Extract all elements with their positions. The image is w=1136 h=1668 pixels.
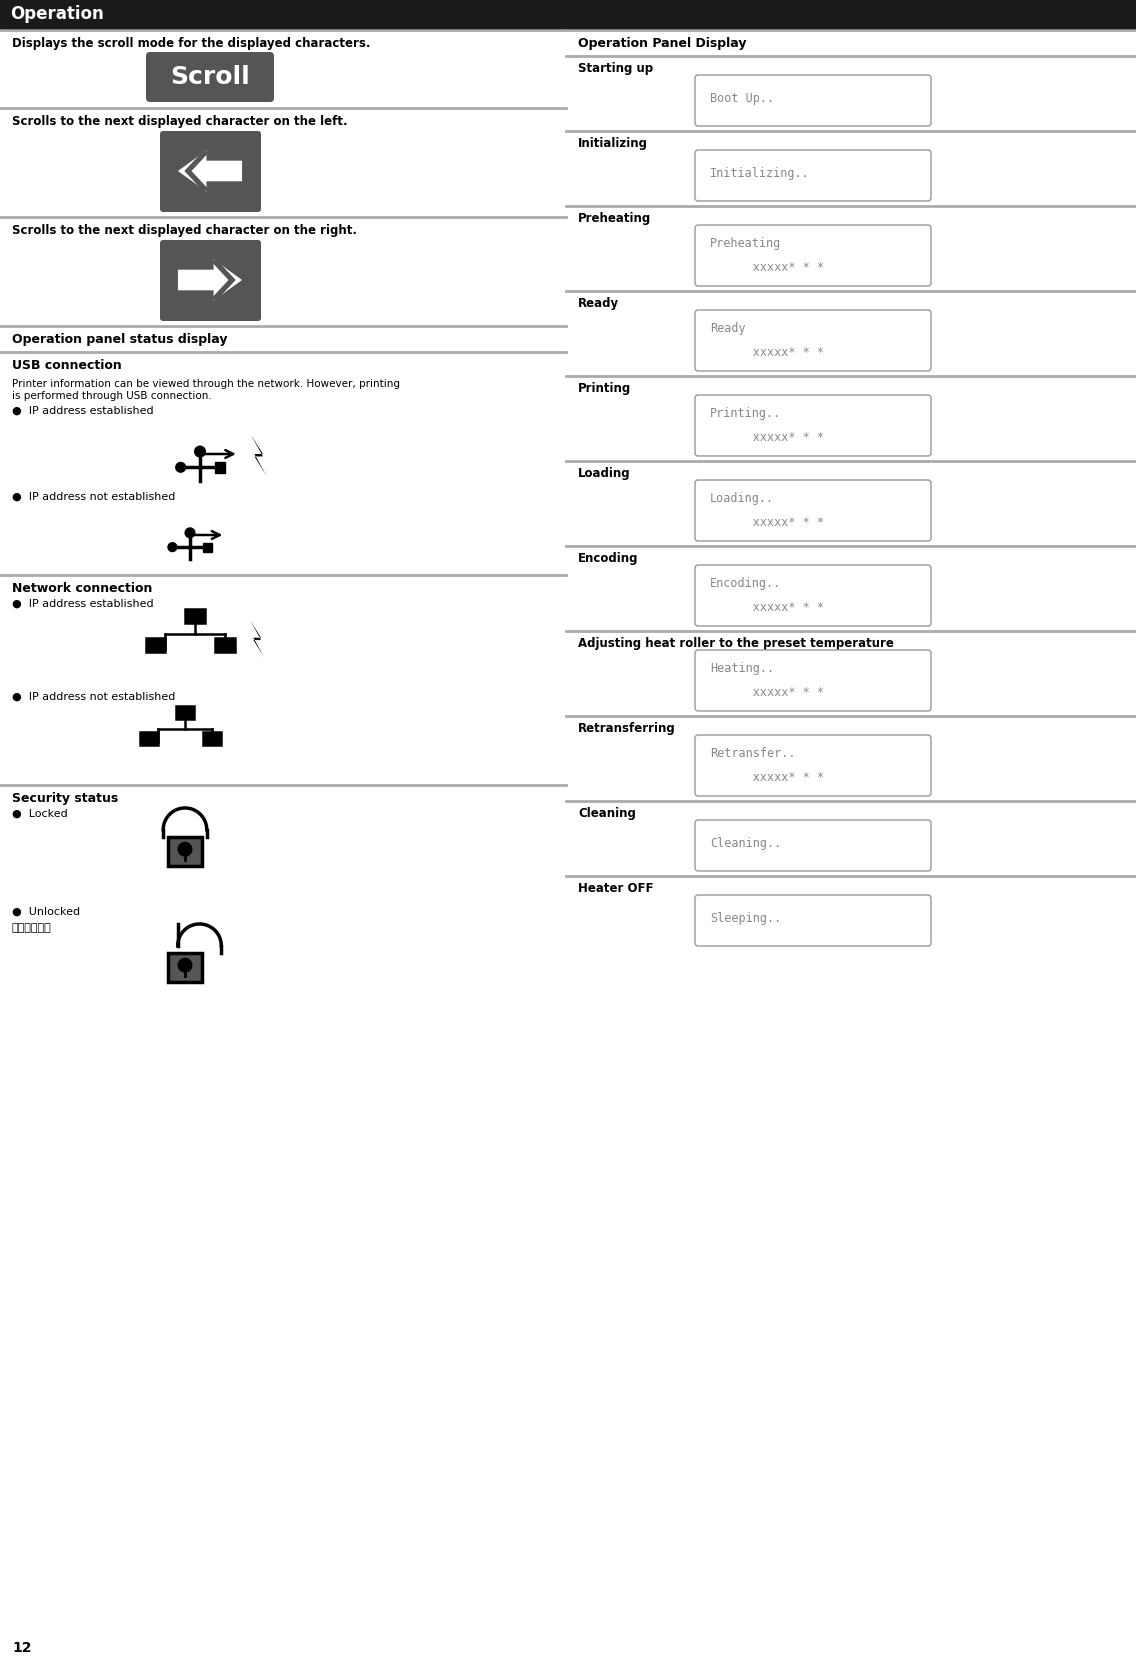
Text: ●  Locked: ● Locked: [12, 809, 68, 819]
Text: Loading..: Loading..: [710, 492, 774, 505]
Text: Displays the scroll mode for the displayed characters.: Displays the scroll mode for the display…: [12, 37, 370, 50]
FancyBboxPatch shape: [695, 395, 932, 455]
Circle shape: [194, 447, 206, 457]
Text: Ready: Ready: [710, 322, 745, 335]
Text: Printing..: Printing..: [710, 407, 782, 420]
FancyBboxPatch shape: [160, 132, 261, 212]
Text: 12: 12: [12, 1641, 32, 1655]
Bar: [168, 952, 202, 982]
FancyBboxPatch shape: [695, 75, 932, 127]
Circle shape: [178, 842, 192, 856]
Polygon shape: [210, 260, 235, 300]
Bar: [145, 637, 166, 652]
Text: Scroll: Scroll: [170, 65, 250, 88]
Text: Heating..: Heating..: [710, 662, 774, 676]
Text: Scrolls to the next displayed character on the left.: Scrolls to the next displayed character …: [12, 115, 348, 128]
Text: ●  IP address established: ● IP address established: [12, 599, 153, 609]
Text: Printing: Printing: [578, 382, 632, 395]
Text: xxxxx* * *: xxxxx* * *: [710, 600, 824, 614]
FancyBboxPatch shape: [695, 480, 932, 540]
Text: xxxxx* * *: xxxxx* * *: [710, 345, 824, 359]
Text: Printer information can be viewed through the network. However, printing
is perf: Printer information can be viewed throug…: [12, 379, 400, 400]
Text: Retransfer..: Retransfer..: [710, 747, 795, 761]
Text: USB connection: USB connection: [12, 359, 122, 372]
Text: Initializing..: Initializing..: [710, 167, 810, 180]
Text: Loading: Loading: [578, 467, 630, 480]
Text: Encoding: Encoding: [578, 552, 638, 565]
FancyBboxPatch shape: [695, 150, 932, 202]
Polygon shape: [250, 620, 265, 657]
Text: Preheating: Preheating: [710, 237, 782, 250]
Text: Cleaning..: Cleaning..: [710, 837, 782, 849]
Text: xxxxx* * *: xxxxx* * *: [710, 771, 824, 784]
Circle shape: [185, 529, 195, 537]
FancyBboxPatch shape: [695, 310, 932, 370]
Text: Initializing: Initializing: [578, 137, 648, 150]
Text: Encoding..: Encoding..: [710, 577, 782, 590]
Bar: [168, 837, 202, 866]
Text: Operation panel status display: Operation panel status display: [12, 334, 227, 345]
FancyBboxPatch shape: [695, 736, 932, 796]
Text: xxxxx* * *: xxxxx* * *: [710, 430, 824, 444]
Bar: [185, 609, 204, 624]
Circle shape: [168, 542, 177, 552]
Text: Cleaning: Cleaning: [578, 807, 636, 821]
Text: Scrolls to the next displayed character on the right.: Scrolls to the next displayed character …: [12, 224, 357, 237]
Bar: [215, 462, 225, 472]
Bar: [0, 0, 1136, 28]
Polygon shape: [178, 260, 242, 300]
FancyBboxPatch shape: [695, 821, 932, 871]
Circle shape: [176, 462, 185, 472]
Text: ●  Unlocked: ● Unlocked: [12, 907, 81, 917]
FancyBboxPatch shape: [695, 565, 932, 626]
Text: Sleeping..: Sleeping..: [710, 912, 782, 924]
Text: xxxxx* * *: xxxxx* * *: [710, 515, 824, 529]
Text: Preheating: Preheating: [578, 212, 651, 225]
FancyBboxPatch shape: [695, 225, 932, 285]
Text: Heater OFF: Heater OFF: [578, 882, 653, 896]
Text: Boot Up..: Boot Up..: [710, 92, 774, 105]
Bar: [203, 542, 212, 552]
Bar: [176, 706, 194, 719]
FancyBboxPatch shape: [160, 240, 261, 320]
Text: Operation Panel Display: Operation Panel Display: [578, 37, 746, 50]
Text: Security status: Security status: [12, 792, 118, 806]
FancyBboxPatch shape: [147, 52, 274, 102]
Polygon shape: [178, 150, 242, 192]
Text: Starting up: Starting up: [578, 62, 653, 75]
Text: ●  IP address established: ● IP address established: [12, 405, 153, 415]
Text: ●  IP address not established: ● IP address not established: [12, 492, 175, 502]
Text: Operation: Operation: [10, 5, 103, 23]
Text: Retransferring: Retransferring: [578, 722, 676, 736]
Text: Network connection: Network connection: [12, 582, 152, 595]
Text: ●  IP address not established: ● IP address not established: [12, 692, 175, 702]
Polygon shape: [251, 435, 267, 475]
Text: Adjusting heat roller to the preset temperature: Adjusting heat roller to the preset temp…: [578, 637, 894, 651]
FancyBboxPatch shape: [695, 896, 932, 946]
Text: Ready: Ready: [578, 297, 619, 310]
Text: 【定義なし】: 【定義なし】: [12, 922, 52, 932]
Circle shape: [178, 959, 192, 972]
FancyBboxPatch shape: [695, 651, 932, 711]
Text: xxxxx* * *: xxxxx* * *: [710, 686, 824, 699]
Bar: [140, 732, 158, 746]
Text: xxxxx* * *: xxxxx* * *: [710, 262, 824, 274]
Bar: [203, 732, 222, 746]
Polygon shape: [184, 152, 210, 190]
Bar: [215, 637, 235, 652]
